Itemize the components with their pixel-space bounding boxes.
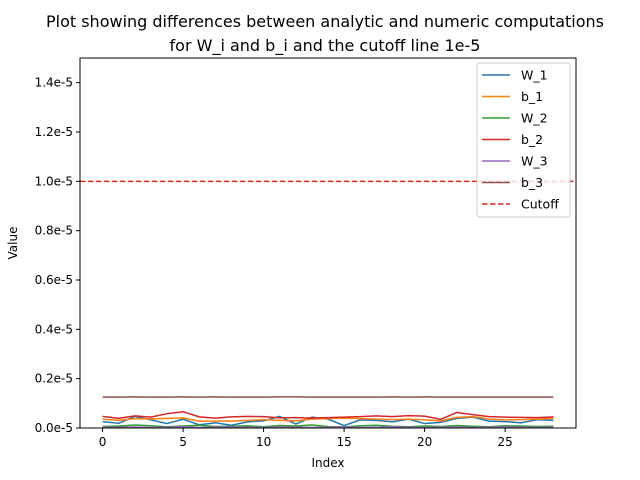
axes-frame xyxy=(79,57,577,429)
series-line-b-2 xyxy=(102,410,554,421)
y-tick-label: 1.4e-5 xyxy=(35,76,73,90)
y-axis-label: Value xyxy=(6,227,20,260)
x-tick-label: 10 xyxy=(256,435,271,449)
y-tick-label: 0.0e-5 xyxy=(35,421,73,435)
series-line-w-3 xyxy=(102,426,554,429)
y-tick-label: 0.2e-5 xyxy=(35,372,73,386)
legend-label: W_3 xyxy=(521,154,548,169)
chart-title-line-2: for W_i and b_i and the cutoff line 1e-5 xyxy=(170,36,481,56)
x-tick-label: 20 xyxy=(417,435,432,449)
x-tick-label: 15 xyxy=(336,435,351,449)
y-tick-label: 1.2e-5 xyxy=(35,125,73,139)
y-tick-label: 0.4e-5 xyxy=(35,322,73,336)
y-tick-label: 0.8e-5 xyxy=(35,224,73,238)
legend: W_1 b_1 W_2 b_2 W_3 b_3 Cutoff xyxy=(476,62,571,218)
chart-title-line-1: Plot showing differences between analyti… xyxy=(46,12,604,31)
x-axis-label: Index xyxy=(311,456,344,470)
legend-label: b_3 xyxy=(521,175,543,190)
y-axis-ticks: 0.0e-5 0.2e-5 0.4e-5 0.6e-5 0.8e-5 1.0e-5 1.2e… xyxy=(35,76,80,435)
x-tick-label: 5 xyxy=(179,435,187,449)
legend-label: b_1 xyxy=(521,89,543,104)
legend-label: W_2 xyxy=(521,111,548,126)
x-tick-label: 0 xyxy=(99,435,107,449)
y-tick-label: 0.6e-5 xyxy=(35,273,73,287)
legend-items: W_1 b_1 W_2 b_2 W_3 b_3 Cutoff xyxy=(482,68,559,212)
series-line-b-1 xyxy=(102,415,554,422)
legend-label: b_2 xyxy=(521,132,543,147)
x-axis-ticks: 0 5 10 15 20 25 xyxy=(99,428,513,449)
legend-label: Cutoff xyxy=(521,197,559,212)
y-tick-label: 1.0e-5 xyxy=(35,174,73,188)
legend-label: W_1 xyxy=(521,68,548,83)
legend-box xyxy=(476,62,571,218)
x-tick-label: 25 xyxy=(498,435,513,449)
